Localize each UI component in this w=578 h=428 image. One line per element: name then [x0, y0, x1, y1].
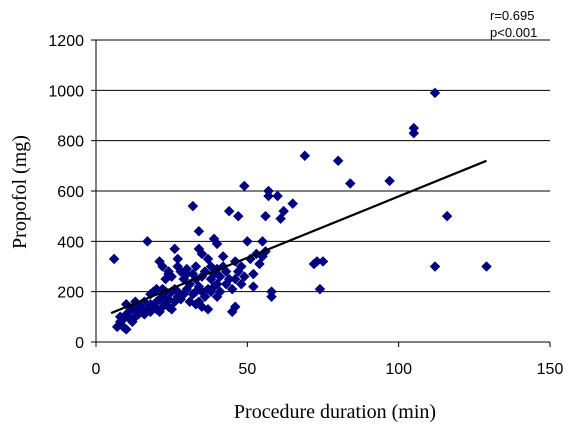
data-point	[214, 271, 226, 282]
data-point	[287, 198, 299, 209]
y-tick-label: 200	[57, 285, 84, 302]
data-points	[108, 87, 492, 335]
data-point	[266, 286, 277, 298]
data-point	[384, 175, 395, 187]
data-point	[317, 256, 329, 267]
data-point	[214, 286, 226, 298]
data-point	[166, 271, 178, 282]
correlation-coefficient-label: r=0.695	[490, 8, 534, 23]
data-point	[142, 235, 153, 247]
data-point	[187, 200, 199, 212]
data-point	[108, 253, 120, 265]
data-point	[272, 190, 283, 202]
y-tick-label: 600	[57, 184, 84, 201]
data-point	[275, 213, 286, 225]
data-point	[238, 271, 250, 282]
data-point	[235, 261, 247, 272]
data-point	[196, 248, 208, 260]
p-value-label: p<0.001	[490, 25, 537, 40]
data-point	[199, 291, 211, 303]
data-point	[429, 87, 441, 99]
trendline	[110, 159, 487, 315]
data-point	[441, 210, 453, 222]
data-point	[332, 155, 344, 167]
data-point	[248, 268, 259, 280]
data-point	[217, 251, 229, 262]
data-point	[299, 150, 311, 162]
data-point	[481, 261, 492, 272]
data-point	[232, 210, 244, 222]
data-point	[254, 258, 265, 270]
data-point	[202, 253, 214, 265]
axes	[91, 39, 551, 347]
y-tick-label: 400	[57, 234, 84, 251]
data-point	[429, 261, 441, 272]
data-point	[202, 303, 214, 315]
data-point	[257, 235, 268, 247]
data-point	[211, 238, 223, 250]
x-tick-label: 150	[537, 361, 564, 378]
data-point	[157, 261, 168, 272]
data-point	[229, 273, 241, 285]
data-point	[190, 261, 202, 272]
data-point	[211, 278, 223, 290]
gridlines	[96, 39, 550, 293]
y-axis-title: Propofol (mg)	[9, 135, 31, 249]
data-point	[260, 210, 271, 222]
y-tick-label: 800	[57, 134, 84, 151]
data-point	[263, 190, 274, 202]
data-point	[220, 266, 232, 277]
data-point	[223, 205, 235, 217]
data-point	[238, 180, 250, 192]
data-point	[193, 225, 205, 237]
data-point	[314, 283, 326, 295]
data-point	[241, 235, 253, 247]
data-point	[248, 281, 259, 292]
x-tick-label: 50	[238, 361, 256, 378]
data-point	[226, 283, 238, 295]
data-point	[229, 301, 241, 313]
y-tick-label: 1200	[48, 33, 84, 50]
data-point	[172, 253, 184, 265]
data-point	[235, 278, 247, 290]
data-point	[120, 324, 132, 335]
data-point	[408, 127, 420, 139]
y-tick-label: 1000	[48, 83, 84, 100]
x-axis-title: Procedure duration (min)	[234, 401, 436, 423]
data-point	[166, 303, 178, 315]
x-tick-label: 0	[92, 361, 101, 378]
y-tick-label: 0	[75, 335, 84, 352]
data-point	[169, 243, 181, 255]
tick-labels: 0 200 400 600 800 1000 1200 0 50 100 150	[48, 33, 563, 378]
data-point	[344, 178, 356, 189]
data-point	[278, 205, 290, 217]
data-point	[181, 263, 193, 275]
x-tick-label: 100	[385, 361, 412, 378]
